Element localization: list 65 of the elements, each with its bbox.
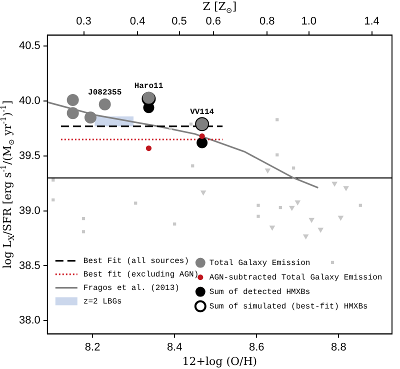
annotation: J082355 [88, 88, 122, 98]
x2-tick-label: 1.0 [301, 16, 317, 28]
point [276, 118, 279, 122]
point [66, 94, 79, 106]
x2-tick-label: 0.6 [206, 16, 221, 28]
legend-label: AGN-subtracted Total Galaxy Emission [209, 273, 382, 282]
point [318, 228, 324, 233]
point [98, 98, 111, 110]
point [278, 206, 282, 210]
point [276, 153, 279, 156]
point [84, 112, 96, 124]
annotation: Haro11 [134, 82, 164, 91]
x-tick-label: 8.6 [248, 341, 264, 354]
point [52, 178, 55, 182]
point [82, 216, 86, 220]
point [256, 204, 260, 207]
point [196, 137, 208, 148]
point [308, 218, 315, 224]
point [199, 133, 205, 139]
point [146, 145, 152, 152]
legend-label: Best fit (excluding AGN) [83, 270, 199, 280]
point [264, 168, 271, 174]
point [66, 107, 79, 120]
legend-label: Best Fit (all sources) [83, 256, 190, 266]
x-tick-label: 8.8 [331, 341, 346, 354]
y-tick-label: 38.0 [18, 314, 40, 327]
y-tick-label: 40.5 [18, 40, 40, 52]
y-tick-label: 38.5 [18, 260, 40, 272]
x-tick-label: 8.4 [166, 341, 182, 354]
point [269, 226, 276, 231]
x2-tick-label: 0.4 [130, 16, 146, 28]
legend-label: Sum of detected HMXBs [209, 288, 310, 297]
point [302, 234, 309, 240]
y-tick-label: 39.0 [18, 204, 40, 217]
legend-label: Fragos et al. (2013) [83, 284, 180, 293]
point [338, 216, 344, 221]
point [343, 186, 349, 192]
point [294, 200, 301, 206]
x2-tick-label: 1.4 [364, 16, 380, 28]
x2-tick-label: 0.5 [172, 16, 187, 28]
x2-tick-label: 0.3 [76, 16, 92, 28]
point [143, 102, 154, 114]
y-tick-label: 39.5 [18, 150, 40, 162]
annotation: VV114 [190, 108, 214, 118]
point [52, 198, 55, 202]
point [358, 204, 362, 207]
point [200, 190, 206, 196]
point [332, 182, 338, 187]
legend-label: z=2 LBGs [83, 297, 122, 306]
point [256, 214, 260, 218]
x-tick-label: 8.2 [84, 341, 100, 354]
point [134, 202, 138, 205]
point [82, 230, 86, 234]
x-axis-title: 12+log (O/H) [182, 354, 258, 368]
y-tick-label: 40.0 [18, 95, 40, 108]
legend-label: Sum of simulated (best-fit) HMXBs [209, 302, 368, 312]
point [168, 126, 172, 130]
x2-tick-label: 0.8 [259, 16, 275, 28]
point [189, 122, 193, 126]
legend-label: Total Galaxy Emission [209, 258, 310, 268]
point [173, 222, 176, 226]
point [330, 260, 334, 264]
point [191, 164, 194, 168]
point [288, 206, 295, 211]
point [292, 166, 296, 170]
